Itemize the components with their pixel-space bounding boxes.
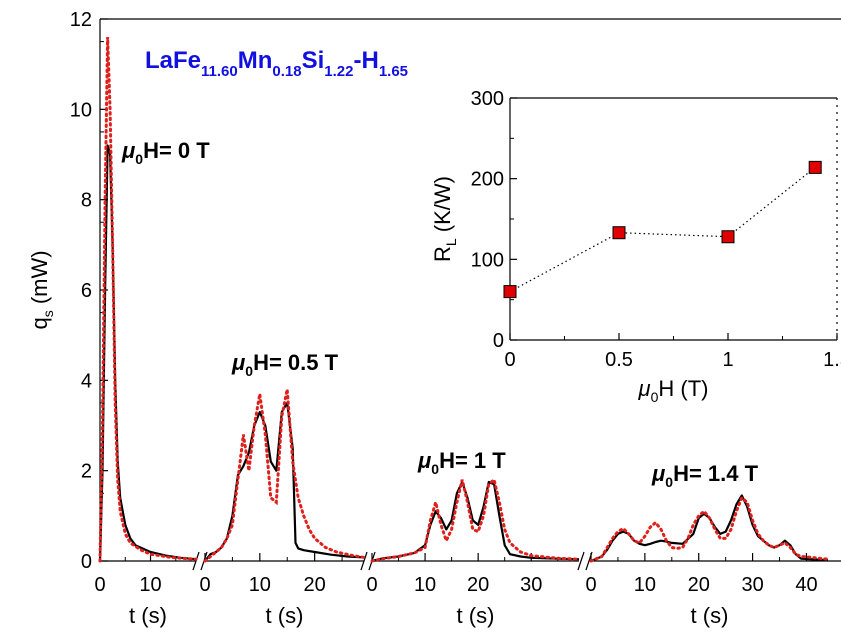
- inset-y-label-main: R: [430, 246, 455, 262]
- inset-y-tick-label: 200: [471, 169, 504, 191]
- x-tick-label: 0: [585, 574, 596, 596]
- field-label: μ0H= 0.5 T: [231, 350, 339, 379]
- panel-3: 0 10 20 30 40t (s)μ0H= 1.4 T: [585, 461, 830, 628]
- inset-data-point: [721, 230, 735, 244]
- title-part: LaFe: [145, 47, 201, 74]
- axis-break-mark: [577, 551, 585, 571]
- panel-0: 0 10t (s)μ0H= 0 T: [94, 37, 210, 628]
- x-tick-label: 10: [414, 574, 436, 596]
- y-tick-label: 0: [81, 551, 92, 573]
- series-dotted-line: [589, 495, 830, 563]
- title-sub: 1.65: [379, 63, 408, 80]
- x-tick-label: 10: [249, 574, 271, 596]
- x-axis-label: t (s): [457, 603, 495, 628]
- chart-title: LaFe11.60Mn0.18Si1.22-H1.65: [145, 47, 408, 80]
- inset-data-point: [612, 226, 626, 240]
- inset-x-tick-label: 1.5: [823, 349, 841, 371]
- x-tick-label: 0: [94, 574, 105, 596]
- y-tick-label: 12: [70, 9, 92, 31]
- series-dotted-line: [98, 37, 198, 563]
- x-tick-label: 10: [139, 574, 161, 596]
- inset-y-tick-label: 100: [471, 249, 504, 271]
- y-axis-label-main: q: [27, 317, 52, 329]
- inset-y-label-unit: (K/W): [430, 176, 455, 238]
- series-dotted-line: [370, 476, 581, 563]
- inset-y-label-sub: L: [443, 238, 459, 246]
- title-sub: 11.60: [201, 63, 238, 80]
- series-solid-line: [371, 480, 580, 563]
- field-label-text: H= 1 T: [439, 448, 506, 473]
- y-tick-label: 6: [81, 280, 92, 302]
- title-part: Mn: [238, 47, 273, 74]
- title-sub: 1.22: [324, 63, 353, 80]
- x-axis-label: t (s): [129, 603, 167, 628]
- field-label-mu: μ: [231, 350, 245, 375]
- x-tick-label: 30: [520, 574, 542, 596]
- x-tick-label: 40: [795, 574, 817, 596]
- axis-break-mark: [360, 551, 368, 571]
- x-axis-label: t (s): [266, 603, 304, 628]
- field-label-mu: μ: [651, 461, 665, 486]
- field-label-sub: 0: [245, 363, 253, 379]
- field-label-text: H= 0 T: [143, 138, 210, 163]
- x-tick-label: 20: [467, 574, 489, 596]
- x-axis-label: t (s): [691, 603, 729, 628]
- field-label-sub: 0: [665, 474, 673, 490]
- field-label: μ0H= 1.4 T: [651, 461, 759, 490]
- panel-2: 0 10 20 30t (s)μ0H= 1 T: [366, 448, 581, 628]
- inset-data-point: [503, 285, 517, 299]
- panel-1: 0 10 20t (s)μ0H= 0.5 T: [199, 350, 366, 628]
- field-label-sub: 0: [431, 461, 439, 477]
- inset-y-tick-label: 300: [471, 88, 504, 110]
- axis-break-mark: [192, 551, 200, 571]
- title-sub: 0.18: [272, 63, 301, 80]
- inset-y-axis-label: RL (K/W): [430, 176, 459, 262]
- x-tick-label: 30: [741, 574, 763, 596]
- y-tick-label: 10: [70, 99, 92, 121]
- y-tick-label: 2: [81, 461, 92, 483]
- inset-x-axis-label: μ0H (T): [638, 376, 709, 405]
- field-label-mu: μ: [417, 448, 431, 473]
- title-part: Si: [302, 47, 325, 74]
- x-tick-label: 0: [366, 574, 377, 596]
- field-label: μ0H= 1 T: [417, 448, 506, 477]
- series-dotted-line: [203, 389, 366, 563]
- inset-x-tick-label: 1: [722, 349, 733, 371]
- x-tick-label: 0: [199, 574, 210, 596]
- y-axis-label: qs (mW): [27, 250, 56, 329]
- field-label-mu: μ: [121, 138, 135, 163]
- x-tick-label: 10: [634, 574, 656, 596]
- x-tick-label: 20: [688, 574, 710, 596]
- y-axis-label-unit: (mW): [27, 250, 52, 310]
- field-label-text: H= 1.4 T: [673, 461, 759, 486]
- inset-y-tick-label: 0: [493, 330, 504, 352]
- y-axis-label-sub: s: [40, 310, 56, 317]
- inset-background: [510, 98, 837, 340]
- inset-x-label-sub: 0: [651, 389, 659, 405]
- field-label-sub: 0: [135, 151, 143, 167]
- y-tick-label: 4: [81, 370, 92, 392]
- y-tick-label: 8: [81, 190, 92, 212]
- x-tick-label: 20: [304, 574, 326, 596]
- title-part: -H: [353, 47, 378, 74]
- inset-connector-line: [509, 166, 816, 293]
- inset-x-label-mu: μ: [638, 376, 651, 401]
- inset-x-label-text: H (T): [658, 376, 708, 401]
- inset-data-point: [808, 160, 822, 174]
- inset-x-tick-label: 0: [504, 349, 515, 371]
- field-label-text: H= 0.5 T: [253, 350, 339, 375]
- inset-x-tick-label: 0.5: [605, 349, 633, 371]
- field-label: μ0H= 0 T: [121, 138, 210, 167]
